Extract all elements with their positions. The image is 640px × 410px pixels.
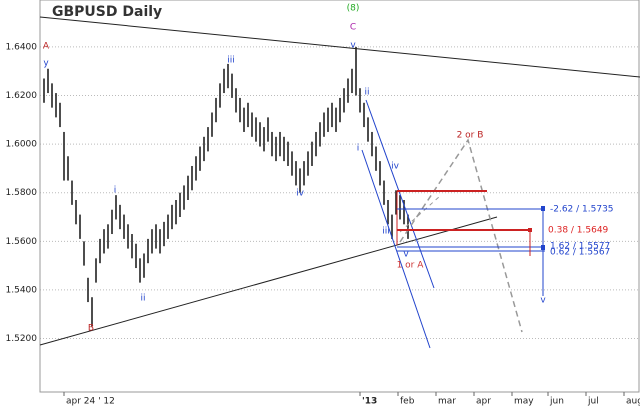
x-tick-label: jun [549,397,564,407]
x-tick-label: '13 [362,397,377,407]
wave-label: i [357,144,360,154]
x-tick-label: jul [587,397,599,407]
marker [541,206,545,211]
y-tick-label: 1.5400 [6,285,38,295]
wave-label: 2 or B [457,131,484,141]
trendline [39,216,498,346]
x-tick-label: aug [626,397,640,407]
marker [528,228,532,232]
channel-line [361,149,431,349]
price-bars [43,46,409,327]
y-tick-label: 1.6400 [6,42,38,52]
wave-label: iii [382,227,390,237]
wave-label: iii [227,56,235,66]
wave-label: ii [364,88,369,98]
wave-label: v [403,250,409,260]
wave-label: 0.38 / 1.5649 [548,226,609,236]
y-tick-label: 1.6000 [6,140,38,150]
channel-line [365,99,435,289]
wave-label: i [114,186,117,196]
wave-label: -2.62 / 1.5735 [550,205,614,215]
x-tick-label: apr 24 ' 12 [66,397,115,407]
chart-title: GBPUSD Daily [52,4,162,20]
trendline [39,16,640,78]
wave-label: 1.62 / 1.5577 [550,242,610,252]
wave-label: v [540,296,546,306]
projection [399,195,441,233]
plot-frame [39,0,640,393]
drawings [39,16,640,349]
x-tick-label: may [514,397,534,407]
y-tick-label: 1.6200 [6,91,38,101]
wave-label: (8) [347,4,360,14]
wave-label: y [43,59,49,69]
marker [541,245,545,250]
wave-label: 1 or A [397,261,425,271]
x-tick-label: mar [438,397,456,407]
projection [399,138,523,333]
wave-label: iv [296,189,305,199]
wave-label: v [350,41,356,51]
y-tick-label: 1.5600 [6,237,38,247]
wave-label: ii [140,294,145,304]
wave-label: B [88,324,94,334]
wave-label: C [350,23,356,33]
wave-label: iv [391,162,400,172]
x-tick-label: feb [400,397,415,407]
wave-label: A [43,42,50,52]
x-tick-label: apr [476,397,491,407]
y-tick-label: 1.5800 [6,188,38,198]
y-tick-label: 1.5200 [6,334,38,344]
wave-label: 0.62 / 1.5567 [550,248,610,258]
